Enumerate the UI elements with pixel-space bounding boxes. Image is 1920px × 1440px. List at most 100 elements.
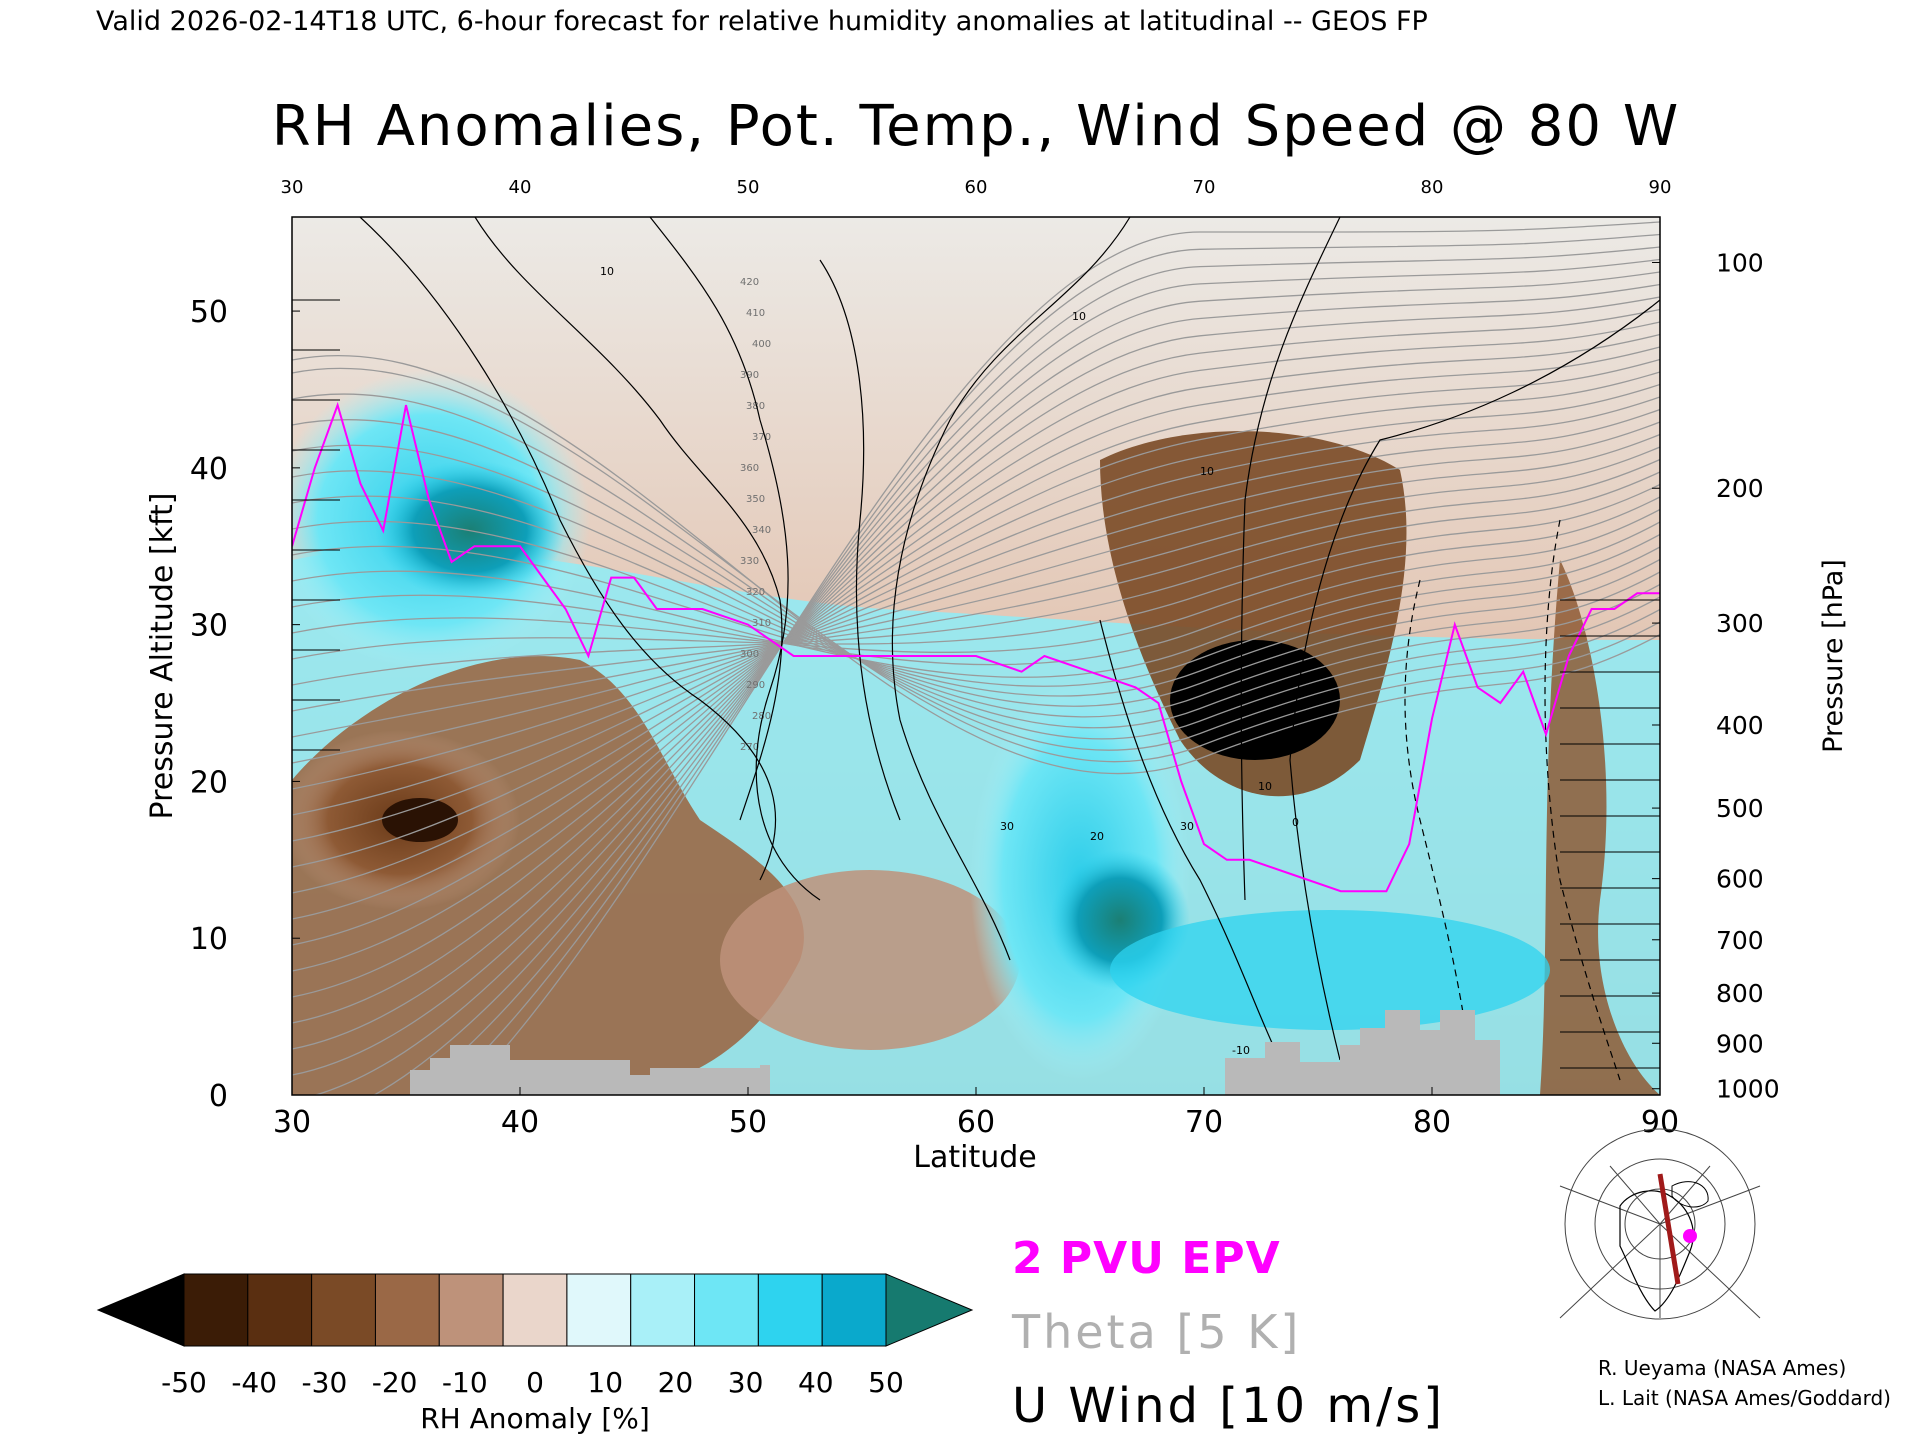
theta-contour-line [292, 333, 1660, 972]
colorbar-cell [757, 1273, 823, 1347]
colorbar-tick-label: -10 [442, 1366, 488, 1399]
colorbar-tick-label: 50 [868, 1366, 904, 1399]
chart-title: RH Anomalies, Pot. Temp., Wind Speed @ 8… [272, 94, 1680, 159]
location-marker [1683, 1229, 1697, 1243]
u-wind-label: 10 [1258, 780, 1272, 793]
x-top-tick-label: 80 [1421, 177, 1444, 198]
colorbar-cell [311, 1273, 376, 1347]
y-tick-label: 20 [190, 765, 228, 800]
colorbar-cell [694, 1273, 759, 1347]
theta-contour-line [292, 496, 1660, 653]
pressure-tick-label: 500 [1716, 794, 1764, 823]
colorbar-tick-label: 30 [728, 1366, 764, 1399]
theta-contour-line [292, 296, 1660, 1050]
x-tick-label: 50 [729, 1105, 767, 1140]
y-tick-label: 10 [190, 922, 228, 957]
theta-contour-line [292, 446, 1660, 738]
theta-label: 280 [752, 711, 771, 722]
theta-label: 370 [752, 432, 771, 443]
valid-time-line: Valid 2026-02-14T18 UTC, 6-hour forecast… [96, 6, 1428, 37]
axes: 3030404050506060707080809090010203040501… [190, 177, 1780, 1140]
u-wind-contour-line [891, 217, 1131, 961]
theta-label: 300 [740, 649, 759, 660]
colorbar-tick-label: -40 [231, 1366, 277, 1399]
u-wind-label: 0 [1292, 816, 1299, 829]
rh-moist-lower-right [1110, 910, 1550, 1030]
y-tick-label: 50 [190, 295, 228, 330]
x-tick-label: 30 [273, 1105, 311, 1140]
theta-label: 420 [740, 277, 759, 288]
rh-extreme-dry-left [382, 798, 458, 842]
theta-contour-line [410, 246, 1660, 1095]
theta-contour-line [461, 221, 1660, 1095]
pressure-tick-label: 300 [1716, 609, 1764, 638]
u-wind-contours: 10 10 10 20 30 30 10 0 -10 [359, 217, 1660, 1081]
pressure-tick-label: 100 [1716, 248, 1764, 277]
y-tick-label: 0 [209, 1079, 228, 1114]
theta-label: 330 [740, 556, 759, 567]
theta-contour-line [292, 393, 1660, 751]
u-wind-contour-line [474, 217, 783, 821]
theta-contour-line [292, 367, 1660, 763]
plot-area: 4204104003903803703603503403303203103002… [292, 217, 1660, 1095]
x-top-tick-label: 50 [737, 177, 760, 198]
theta-contour-line [292, 458, 1660, 712]
colorbar-tick-label: 40 [798, 1366, 834, 1399]
colorbar-cell [247, 1273, 313, 1347]
u-wind-contour-line [1099, 619, 1281, 1061]
theta-label: 410 [746, 308, 765, 319]
x-top-tick-label: 30 [281, 177, 304, 198]
u-wind-contour-line [1240, 217, 1341, 901]
pressure-tick-label: 600 [1716, 865, 1764, 894]
colorbar-tick-label: -20 [372, 1366, 418, 1399]
theta-contour-line [292, 444, 1660, 729]
u-wind-contour-line [1289, 299, 1660, 1061]
theta-contour-line [292, 483, 1660, 660]
pressure-tick-label: 700 [1716, 926, 1764, 955]
theta-label: 400 [752, 339, 771, 350]
x-tick-label: 80 [1413, 1105, 1451, 1140]
x-top-tick-label: 60 [965, 177, 988, 198]
theta-contour-line [292, 421, 1660, 790]
colorbar-cell [630, 1273, 696, 1347]
colorbar-over-triangle [885, 1273, 974, 1347]
u-wind-label: 10 [600, 265, 614, 278]
x-tick-label: 90 [1641, 1105, 1679, 1140]
u-wind-contour-line [359, 217, 777, 881]
theta-contour-line [292, 521, 1660, 678]
colorbar: -50 -40 -30 -20 -10 0 10 20 30 40 50 [96, 1273, 974, 1399]
y-axis-left-title: Pressure Altitude [kft] [145, 493, 180, 820]
colorbar-tick-label: 20 [658, 1366, 694, 1399]
colorbar-tick-label: -30 [302, 1366, 348, 1399]
theta-label: 350 [746, 494, 765, 505]
u-wind-label: 10 [1200, 465, 1214, 478]
theta-contour-line [292, 520, 1660, 697]
legend: 2 PVU EPV Theta [5 K] U Wind [10 m/s] [1011, 1233, 1442, 1434]
theta-label: 320 [746, 587, 765, 598]
theta-contour-line [292, 470, 1660, 718]
x-top-tick-label: 70 [1193, 177, 1216, 198]
theta-contour-line [372, 258, 1660, 1095]
theta-contour-line [292, 471, 1660, 686]
x-tick-label: 60 [957, 1105, 995, 1140]
legend-item: 2 PVU EPV [1012, 1233, 1281, 1284]
u-wind-contour-line [649, 217, 821, 901]
theta-contour-line [438, 233, 1660, 1095]
theta-contour-line [292, 358, 1660, 920]
u-wind-label: 20 [1090, 830, 1104, 843]
theta-contour-line [292, 396, 1660, 842]
theta-contour-line [292, 371, 1660, 894]
pressure-tick-label: 400 [1716, 711, 1764, 740]
colorbar-cell [438, 1273, 504, 1347]
colorbar-cell [374, 1273, 440, 1347]
theta-contour-line [292, 419, 1660, 740]
colorbar-cell [821, 1273, 887, 1347]
theta-contour-line [292, 508, 1660, 666]
pressure-tick-label: 800 [1716, 979, 1764, 1008]
theta-contours: 4204104003903803703603503403303203103002… [292, 221, 1660, 1095]
surface-level-ticks [292, 299, 1660, 1069]
credit-line-1: R. Ueyama (NASA Ames) [1598, 1356, 1846, 1380]
pressure-tick-label: 900 [1716, 1029, 1764, 1058]
locator-map [1559, 1128, 1761, 1320]
